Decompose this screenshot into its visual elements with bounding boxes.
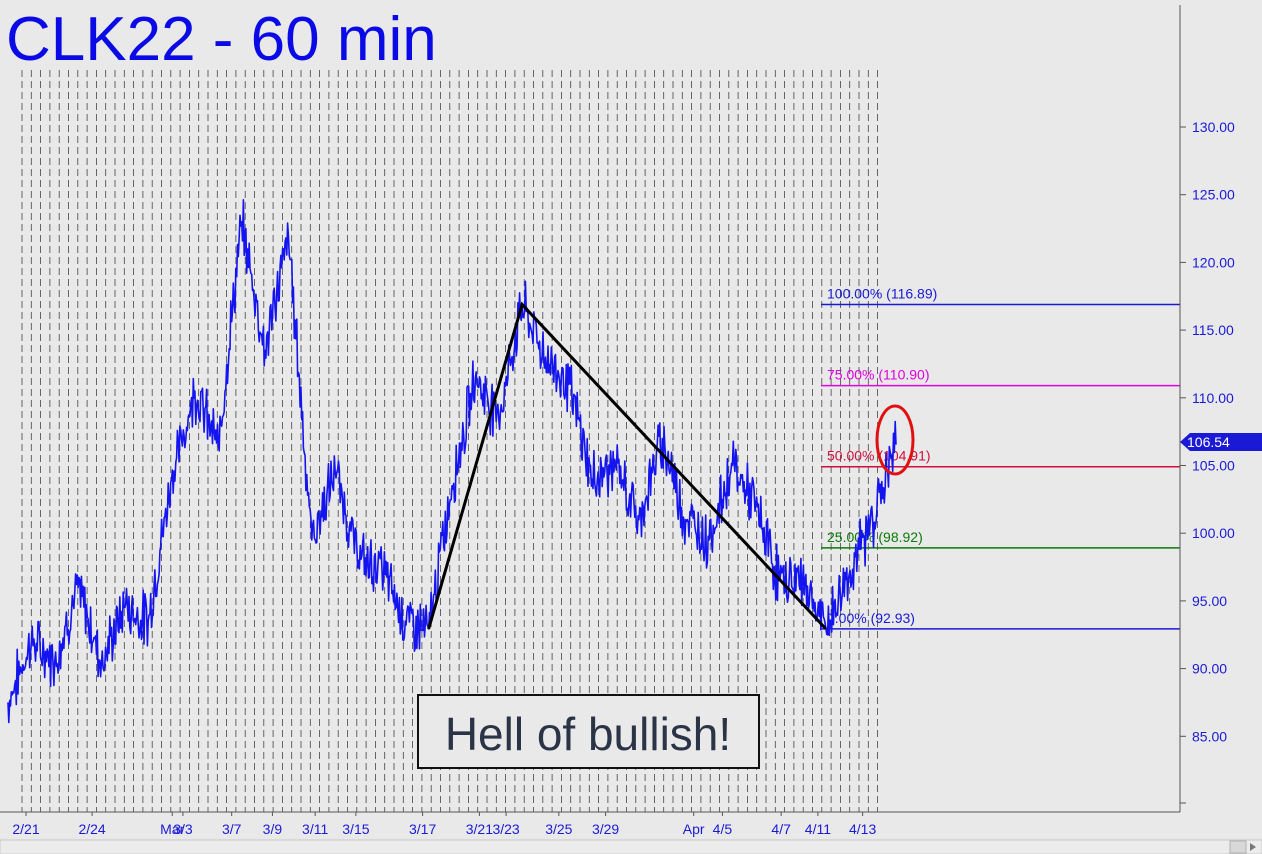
price-line (7, 199, 897, 724)
scroll-right-arrow-icon[interactable] (1250, 843, 1256, 851)
x-tick-label: 4/7 (771, 821, 791, 837)
x-tick-label: 3/25 (545, 821, 572, 837)
y-axis: 130.00 125.00 120.00 115.00 110.00 105.00 100.… (1180, 119, 1235, 804)
vertical-grid (21, 70, 878, 812)
x-tick-label: 3/7 (222, 821, 242, 837)
y-tick-label: 85.00 (1192, 728, 1227, 744)
last-price-badge (1180, 433, 1262, 451)
horizontal-scrollbar[interactable] (0, 839, 1262, 854)
pattern-line (427, 301, 827, 630)
y-tick-label: 125.00 (1192, 187, 1235, 203)
x-tick-label: Mar (160, 821, 184, 837)
breakout-highlight-circle (875, 404, 915, 476)
fib-level-label: 75.00% (110.90) (827, 367, 929, 383)
x-tick-label: 4/13 (849, 821, 876, 837)
annotation-frame (417, 694, 760, 769)
y-tick-label: 100.00 (1192, 525, 1235, 541)
x-tick-label: 3/15 (342, 821, 369, 837)
x-tick-label: 3/11 (302, 821, 328, 837)
fib-levels: 100.00% (116.89)75.00% (110.90)50.00% (1… (821, 286, 1180, 630)
y-tick-label: 90.00 (1192, 661, 1227, 677)
x-tick-label: 3/9 (263, 821, 283, 837)
x-tick-label: 3/29 (592, 821, 619, 837)
scrollbar-thumb[interactable] (1229, 840, 1247, 854)
abc-pattern (427, 301, 827, 630)
x-tick-label: 2/21 (12, 821, 39, 837)
chart-title: CLK22 - 60 min (6, 5, 437, 74)
fib-level-label: 100.00% (116.89) (827, 286, 937, 302)
x-tick-label: 4/11 (805, 821, 831, 837)
x-tick-label: 4/5 (713, 821, 733, 837)
y-tick-label: 120.00 (1192, 254, 1235, 270)
x-tick-label: 3/3 (173, 821, 193, 837)
annotation-box: Hell of bullish! (417, 694, 760, 769)
x-tick-label: Apr (683, 821, 705, 837)
fib-level-label: 25.00% (98.92) (827, 529, 923, 545)
x-tick-label: 3/17 (409, 821, 436, 837)
last-price-label: 106.54 (1187, 434, 1230, 450)
x-tick-label: 3/21 (466, 821, 493, 837)
last-price-marker: 106.54 (1180, 433, 1262, 451)
fib-level-label: 0.00% (92.93) (827, 610, 915, 626)
x-tick-label: 2/24 (78, 821, 105, 837)
y-tick-label: 110.00 (1192, 390, 1234, 406)
scrollbar-track[interactable] (0, 839, 1262, 854)
y-tick-label: 105.00 (1192, 458, 1235, 474)
x-tick-label: 3/23 (492, 821, 519, 837)
price-series (7, 199, 897, 724)
y-tick-label: 95.00 (1192, 593, 1227, 609)
y-tick-label: 130.00 (1192, 119, 1235, 135)
y-tick-label: 115.00 (1192, 322, 1234, 338)
annotation-text: Hell of bullish! (445, 708, 731, 760)
